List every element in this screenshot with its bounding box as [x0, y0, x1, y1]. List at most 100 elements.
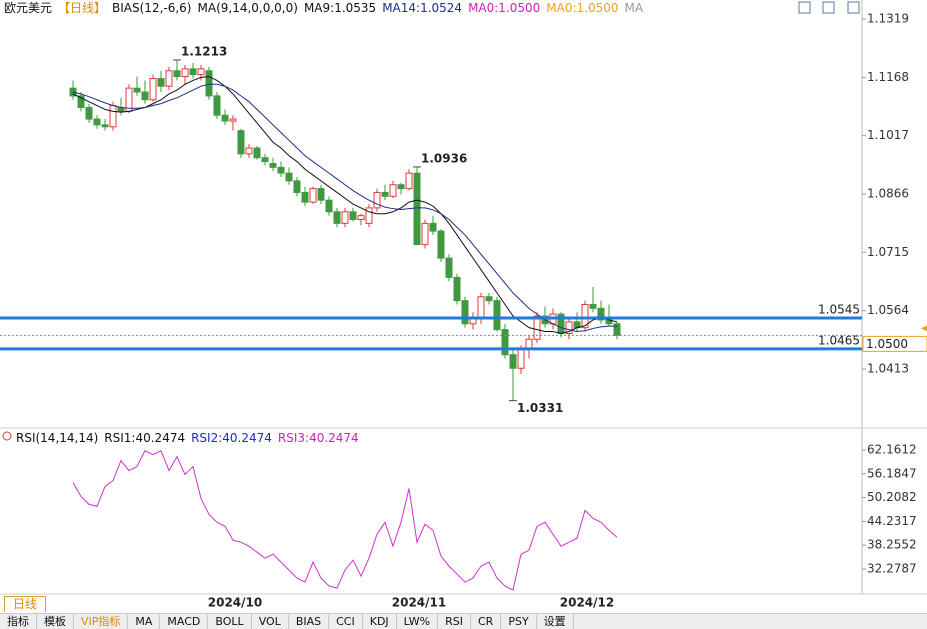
toolbar-tab[interactable]: PSY: [501, 614, 537, 629]
legend-item: 欧元美元: [4, 1, 52, 15]
toolbar-tab[interactable]: MA: [128, 614, 161, 629]
toolbar-tab[interactable]: CCI: [329, 614, 363, 629]
chart: 1.1319 1.1168 1.1017 1.0866 1.0715 1.0564 1.04…: [0, 0, 927, 610]
candle-body: [365, 207, 373, 224]
candle-body: [389, 184, 397, 197]
toolbar-tab[interactable]: BOLL: [208, 614, 252, 629]
legend-item: RSI(14,14,14): [16, 431, 98, 445]
y-tick-label: 1.0564: [867, 303, 909, 317]
candle-body: [165, 70, 173, 87]
level-label: 1.0545: [818, 303, 860, 317]
candle-body: [613, 323, 621, 336]
window-buttons[interactable]: [798, 1, 860, 14]
level-label: 1.0465: [818, 333, 860, 347]
button[interactable]: [847, 1, 860, 14]
toolbar-tab[interactable]: 设置: [537, 614, 574, 629]
y-tick-label: 62.1612: [867, 443, 917, 457]
candle-body: [477, 296, 485, 319]
candle-body: [229, 118, 237, 122]
candle-body: [453, 276, 461, 302]
panel-icon[interactable]: [2, 431, 12, 441]
candle-body: [317, 188, 325, 201]
candle-body: [517, 348, 525, 369]
candle-body: [597, 307, 605, 321]
legend: RSI(14,14,14) RSI1:40.2474 RSI2:40.2474 RSI…: [16, 431, 359, 445]
candle-body: [349, 211, 357, 220]
candle-body: [133, 87, 141, 93]
candle-body: [293, 180, 301, 193]
candle-body: [533, 315, 541, 340]
y-tick-label: 1.1319: [867, 12, 909, 26]
x-tick-label: 2024/11: [392, 596, 446, 610]
candle-body: [205, 70, 213, 97]
line-series: [72, 449, 618, 591]
toolbar-tab[interactable]: 模板: [37, 614, 74, 629]
low-label: 1.0331: [517, 401, 563, 415]
toolbar-tab[interactable]: VOL: [252, 614, 289, 629]
legend-item: MA9:1.0535: [304, 1, 376, 15]
toolbar-tab[interactable]: RSI: [438, 614, 471, 629]
current-price-box: [862, 335, 927, 352]
candle-body: [413, 172, 421, 246]
candle-body: [445, 257, 453, 278]
candle-body: [301, 191, 309, 203]
candle-body: [77, 95, 85, 108]
candle-body: [381, 191, 389, 197]
high-label: 1.1213: [181, 44, 227, 58]
candle-body: [85, 106, 93, 120]
toolbar-tab[interactable]: 指标: [0, 614, 37, 629]
legend-item: MA0:1.0500: [546, 1, 618, 15]
toolbar-tab[interactable]: LW%: [397, 614, 439, 629]
candle-body: [333, 211, 341, 224]
line-series: [72, 83, 617, 333]
toolbar-tab[interactable]: VIP指标: [74, 614, 129, 629]
legend-item: MA: [625, 1, 644, 15]
legend-item: 【日线】: [58, 1, 106, 15]
y-tick-label: 1.1168: [867, 70, 909, 84]
candle-body: [341, 211, 349, 224]
high-label: 1.0936: [421, 151, 467, 165]
y-tick-label: 44.2317: [867, 514, 917, 528]
candle-body: [565, 321, 573, 334]
candle-body: [213, 95, 221, 116]
y-tick-label: 50.2082: [867, 490, 917, 504]
candle-body: [269, 162, 277, 168]
x-tick-label: 2024/12: [560, 596, 614, 610]
toolbar: 指标 模板 VIP指标 MA MACD BOLL VOL BIAS CCI KDJ LW% RSI CR…: [0, 613, 927, 629]
candle-body: [509, 354, 517, 369]
legend-item: MA0:1.0500: [468, 1, 540, 15]
candle-body: [253, 147, 261, 159]
candle-body: [109, 105, 117, 128]
x-tick-label: 2024/10: [208, 596, 262, 610]
legend: 欧元美元 【日线】 BIAS(12,-6,6) MA(9,14,0,0,0,0) MA9…: [4, 1, 644, 15]
y-tick-label: 1.0413: [867, 361, 909, 375]
toolbar-tab[interactable]: KDJ: [363, 614, 397, 629]
candle-body: [261, 157, 269, 163]
candle-body: [309, 188, 317, 203]
candle-body: [285, 172, 293, 182]
candle-body: [437, 230, 445, 259]
candle-body: [461, 300, 469, 325]
candle-body: [277, 166, 285, 174]
current-price-arrow: [921, 325, 927, 332]
y-tick-label: 1.1017: [867, 128, 909, 142]
candle-body: [421, 222, 429, 246]
toolbar-tab[interactable]: CR: [471, 614, 502, 629]
candle-body: [173, 70, 181, 78]
legend-item: RSI1:40.2474: [104, 431, 185, 445]
legend-item: MA14:1.0524: [382, 1, 462, 15]
line-series: [72, 76, 618, 334]
candle-body: [589, 303, 597, 309]
button[interactable]: [798, 1, 811, 14]
button[interactable]: [822, 1, 835, 14]
candle-body: [405, 172, 413, 190]
candle-body: [581, 303, 589, 329]
candle-body: [189, 68, 197, 76]
period-tab[interactable]: 日线: [4, 596, 47, 612]
toolbar-tab[interactable]: MACD: [160, 614, 209, 629]
toolbar-tab[interactable]: BIAS: [289, 614, 330, 629]
candle-body: [181, 68, 189, 78]
candle-body: [357, 215, 365, 221]
